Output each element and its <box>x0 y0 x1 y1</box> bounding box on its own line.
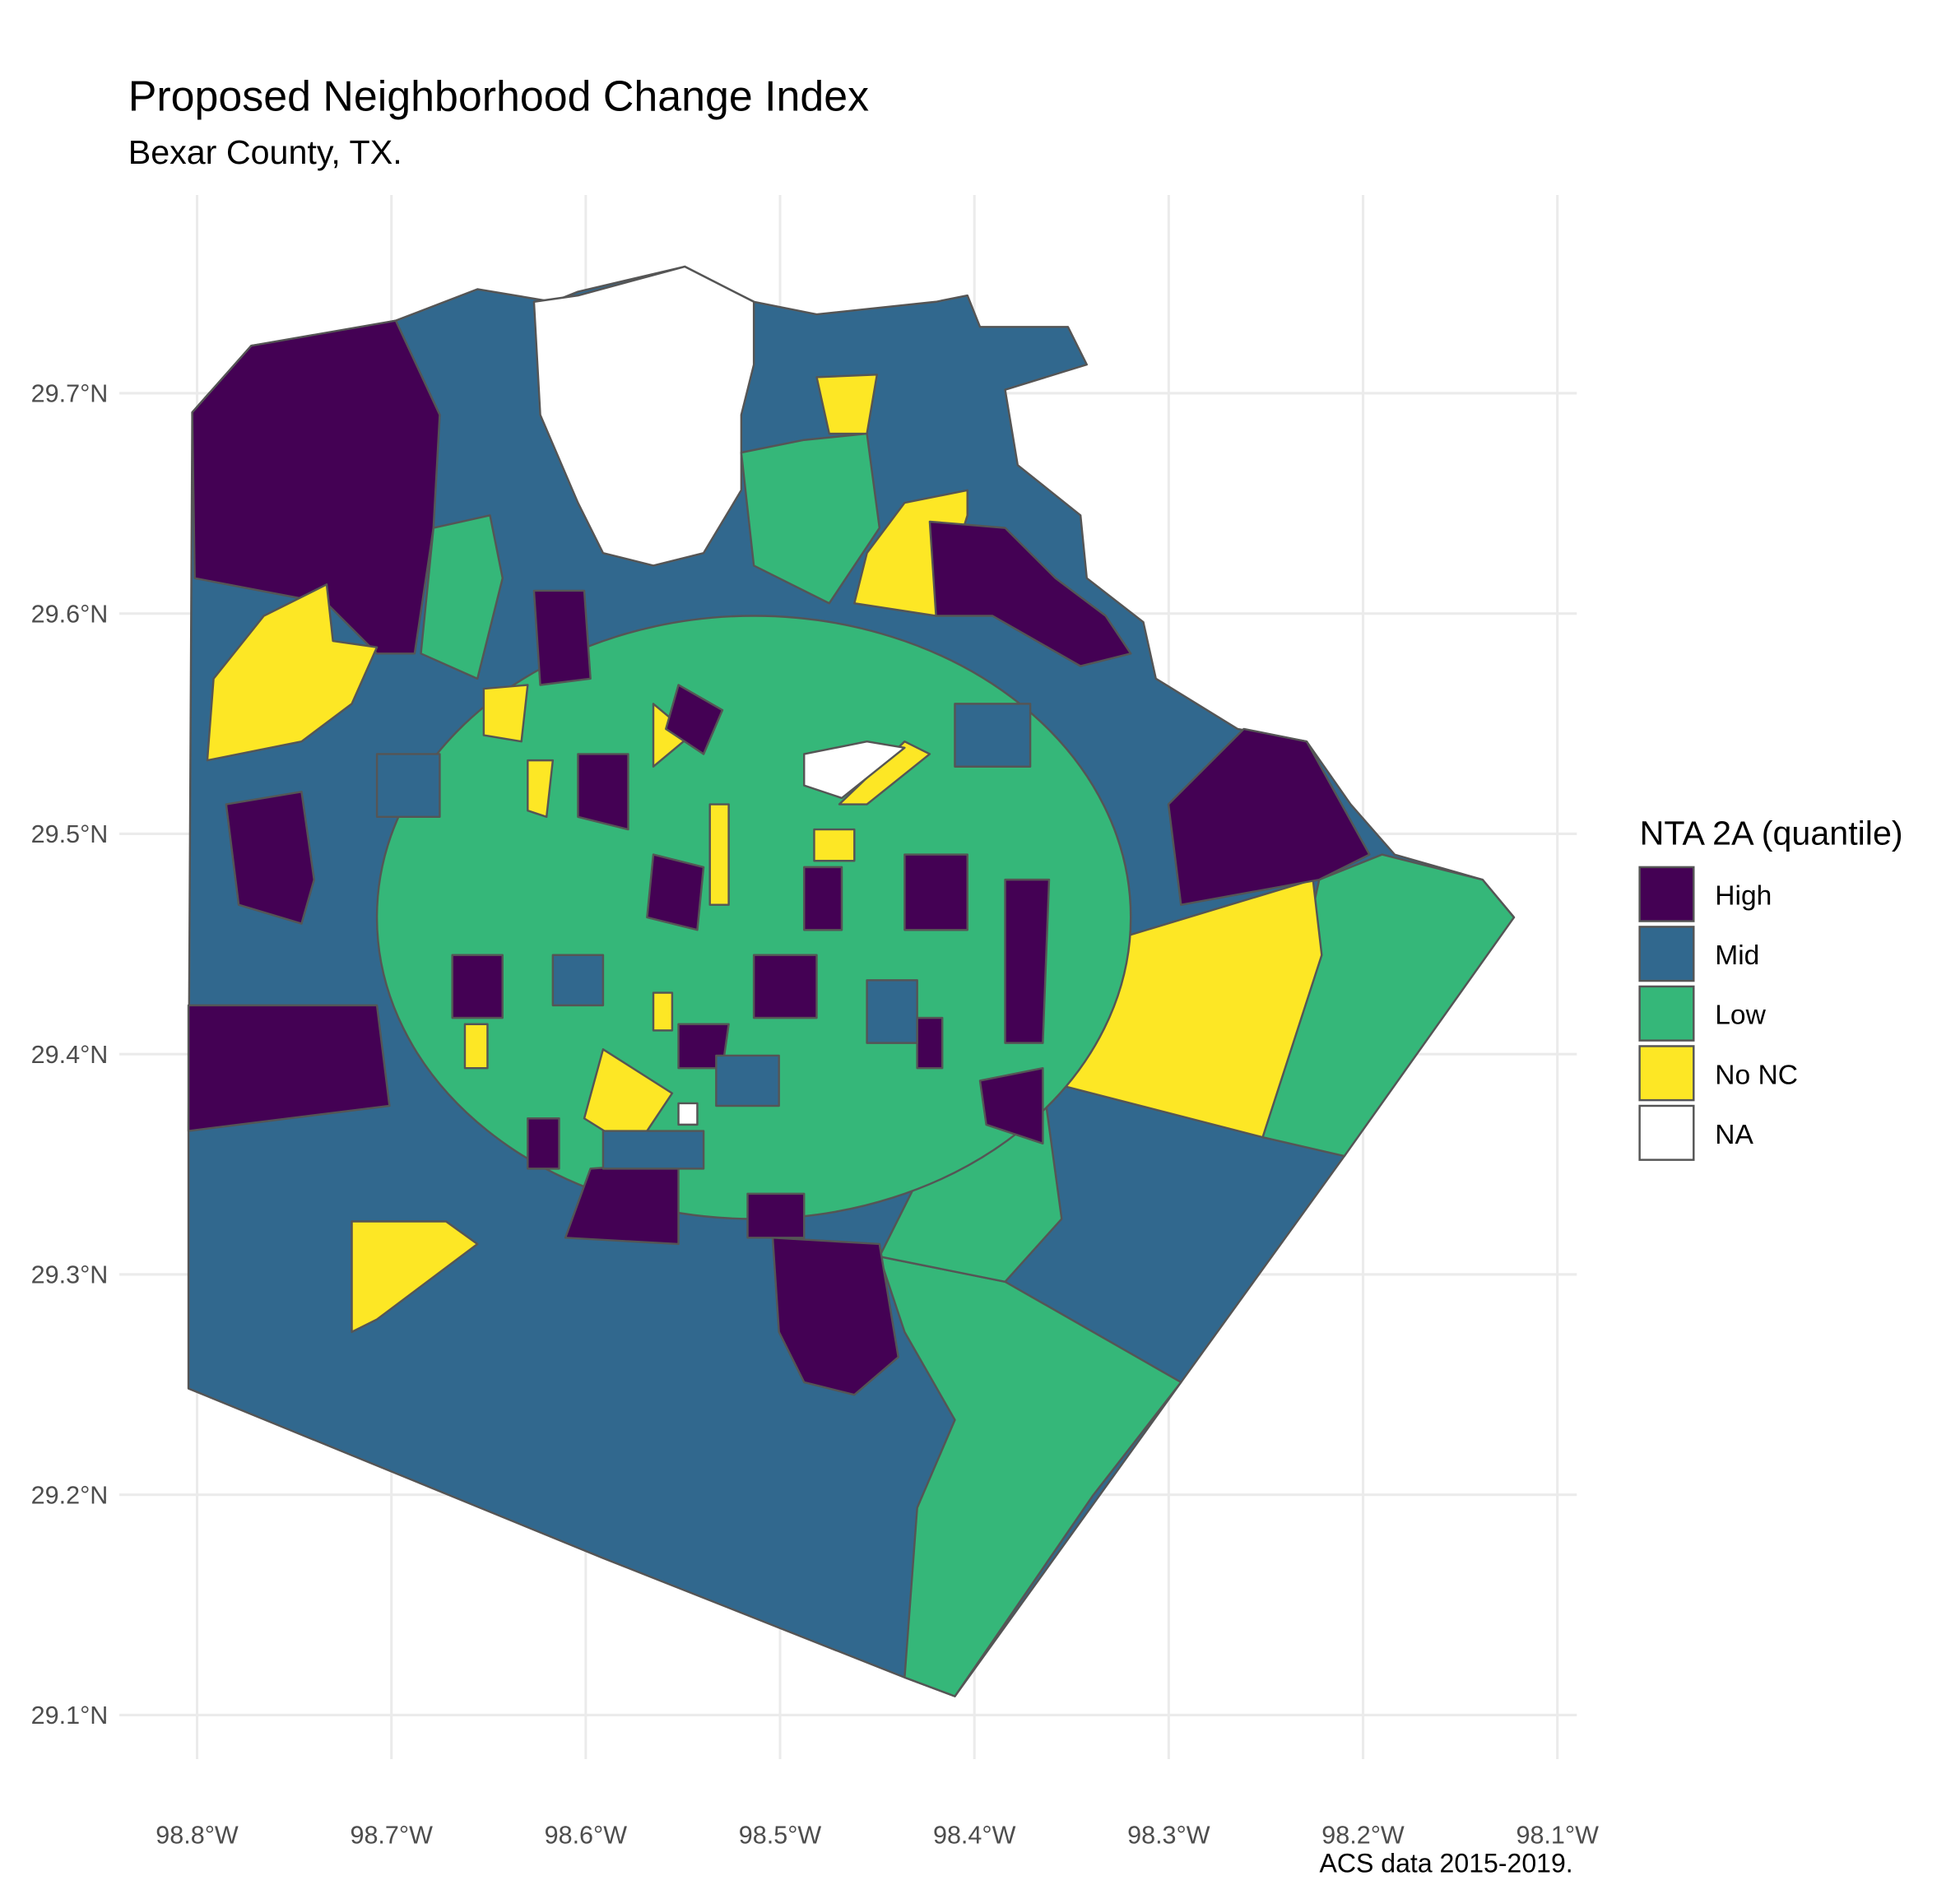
x-tick-label: 98.6°W <box>545 1821 628 1849</box>
region-high <box>577 753 629 831</box>
region-no-nc <box>463 1023 489 1070</box>
x-tick-label: 98.5°W <box>739 1821 822 1849</box>
region-high <box>665 684 724 755</box>
legend-key <box>1638 866 1695 922</box>
region-high <box>752 954 818 1019</box>
region-high <box>191 319 441 655</box>
region-na <box>532 265 755 567</box>
region-high <box>903 853 968 931</box>
ticks: 98.8°W 98.7°W 98.6°W 98.5°W 98.4°W 98.3°W 98.2… <box>31 380 1599 1850</box>
region-mid <box>551 954 605 1007</box>
region-no-nc <box>708 803 730 906</box>
legend-key <box>1638 1045 1695 1102</box>
region-no-nc <box>527 759 555 819</box>
region-high <box>746 1192 806 1239</box>
region-no-nc <box>351 1220 479 1334</box>
region-mid <box>375 753 441 819</box>
region-high <box>532 589 592 686</box>
region-high <box>451 954 504 1019</box>
region-high <box>527 1117 560 1170</box>
legend-label: No NC <box>1715 1060 1798 1090</box>
region-no-nc <box>815 374 879 435</box>
region-no-nc <box>482 684 529 743</box>
x-tick-label: 98.8°W <box>156 1821 239 1849</box>
legend-key <box>1638 1104 1695 1161</box>
region-high <box>225 791 315 925</box>
legend-label: Mid <box>1715 940 1759 971</box>
region-mid <box>715 1054 780 1107</box>
region-high <box>803 866 843 931</box>
region-mid <box>866 979 918 1044</box>
legend-key <box>1638 985 1695 1042</box>
legend-label: NA <box>1715 1120 1753 1150</box>
region-high <box>187 1004 391 1132</box>
region-na <box>803 740 906 800</box>
region-low <box>740 432 881 605</box>
region-high <box>771 1237 899 1396</box>
region-high <box>1004 878 1051 1044</box>
x-tick-label: 98.4°W <box>933 1821 1016 1849</box>
region-low <box>420 514 504 680</box>
y-tick-label: 29.4°N <box>31 1041 109 1069</box>
chart-title: Proposed Neighborhood Change Index <box>128 73 869 121</box>
legend-label: High <box>1715 881 1772 912</box>
region-high <box>916 1016 944 1070</box>
region-no-nc <box>652 991 674 1032</box>
region-no-nc <box>206 583 379 762</box>
x-tick-label: 98.7°W <box>350 1821 433 1849</box>
legend: High Mid Low No NC NA <box>1638 866 1798 1161</box>
region-mid <box>954 703 1032 768</box>
region-na <box>677 1102 699 1126</box>
region-high <box>1167 727 1371 906</box>
y-tick-label: 29.6°N <box>31 600 109 628</box>
caption: ACS data 2015-2019. <box>1319 1848 1572 1878</box>
legend-title: NTA 2A (quantile) <box>1640 814 1903 852</box>
region-low <box>878 1256 1182 1697</box>
x-tick-label: 98.2°W <box>1321 1821 1405 1849</box>
map <box>187 265 1516 1697</box>
legend-label: Low <box>1715 1001 1766 1031</box>
y-tick-label: 29.3°N <box>31 1261 109 1289</box>
region-high <box>646 853 705 931</box>
region-high <box>978 1066 1044 1145</box>
y-tick-label: 29.7°N <box>31 380 109 408</box>
x-tick-label: 98.3°W <box>1127 1821 1210 1849</box>
chart-subtitle: Bexar County, TX. <box>128 133 402 171</box>
y-tick-label: 29.2°N <box>31 1481 109 1509</box>
region-high <box>928 520 1132 667</box>
x-tick-label: 98.1°W <box>1516 1821 1599 1849</box>
y-tick-label: 29.1°N <box>31 1702 109 1729</box>
region-no-nc <box>813 828 856 862</box>
legend-key <box>1638 926 1695 982</box>
y-tick-label: 29.5°N <box>31 820 109 848</box>
region-mid <box>601 1130 705 1170</box>
